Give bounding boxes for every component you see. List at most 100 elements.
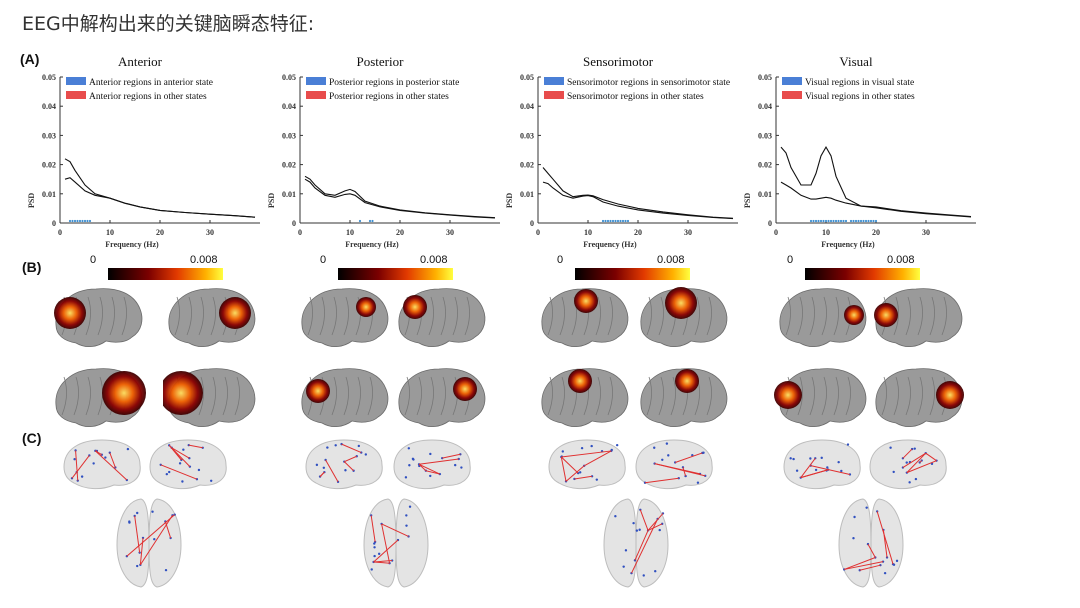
- brain-map: [168, 288, 256, 347]
- activation-region: [844, 305, 864, 325]
- network-node: [326, 446, 329, 449]
- network-edge: [325, 459, 339, 483]
- network-node: [151, 510, 154, 513]
- x-tick-label: 30: [684, 228, 692, 237]
- colorbar-min-label: 0: [557, 254, 564, 266]
- network-node: [654, 570, 657, 573]
- network-node: [840, 469, 843, 473]
- brain-sulcus: [222, 376, 228, 416]
- y-tick-label: 0: [768, 219, 772, 228]
- brain-sulcus: [234, 376, 240, 416]
- brain-map: [398, 288, 486, 347]
- network-edge: [373, 561, 390, 564]
- brain-sulcus: [121, 296, 127, 336]
- colorbar-min-label: 0: [787, 254, 794, 266]
- brain-map: [640, 287, 728, 347]
- legend-label: Anterior regions in other states: [89, 92, 207, 102]
- network-edge: [876, 511, 894, 565]
- psd-chart-sensorimotor: Sensorimotor 0 0.01 0.02 0.03 0.04 0.05 0 10 20 30…: [505, 54, 738, 249]
- y-tick-label: 0: [292, 219, 296, 228]
- network-edge: [902, 448, 913, 459]
- x-axis-label: Frequency (Hz): [105, 240, 159, 249]
- brain-map: [779, 288, 867, 347]
- brain-sulcus: [319, 296, 325, 336]
- significance-marker: [862, 219, 865, 223]
- legend-label: Visual regions in other states: [805, 92, 915, 102]
- network-node: [92, 462, 95, 465]
- activation-region: [574, 289, 598, 313]
- network-node: [429, 452, 432, 456]
- y-tick-label: 0.01: [758, 190, 772, 199]
- brain-sulcus: [694, 296, 700, 336]
- network-node: [789, 457, 792, 460]
- y-tick-label: 0.05: [282, 73, 296, 82]
- network-node: [153, 538, 156, 541]
- y-tick-label: 0.02: [282, 161, 296, 170]
- network-node: [138, 551, 141, 554]
- network-node: [136, 564, 139, 568]
- network-edge: [381, 523, 391, 564]
- network-node: [104, 456, 107, 459]
- network-node: [809, 457, 812, 460]
- brain-sulcus: [893, 376, 899, 416]
- significance-marker: [822, 219, 825, 223]
- brain-sulcus: [416, 376, 422, 416]
- network-node: [846, 443, 850, 446]
- x-tick-label: 0: [298, 228, 302, 237]
- network-lateral: [305, 439, 383, 490]
- brain-sulcus: [404, 376, 410, 416]
- network-edge: [344, 455, 357, 463]
- network-lateral: [393, 439, 471, 490]
- significance-marker: [76, 219, 79, 223]
- brain-sulcus: [452, 296, 458, 336]
- brain-sulcus: [85, 296, 91, 336]
- network-node: [615, 443, 619, 447]
- network-edge: [560, 456, 567, 482]
- series-line-2: [64, 177, 256, 218]
- network-edge: [373, 539, 399, 563]
- brain-sulcus: [198, 376, 204, 416]
- y-axis-label: PSD: [505, 193, 514, 208]
- brain-sulcus: [440, 296, 446, 336]
- brain-outline: [305, 439, 383, 490]
- x-tick-label: 30: [206, 228, 214, 237]
- significance-marker: [624, 219, 627, 223]
- y-tick-label: 0.05: [758, 73, 772, 82]
- significance-marker: [827, 219, 830, 223]
- significance-marker: [604, 219, 607, 223]
- brain-map: [55, 368, 146, 427]
- network-node: [638, 528, 641, 531]
- network-node: [334, 444, 337, 447]
- significance-marker: [606, 219, 610, 223]
- network-node: [373, 542, 376, 545]
- brain-sulcus: [73, 376, 79, 416]
- significance-marker: [614, 219, 617, 223]
- y-axis-label: PSD: [27, 193, 36, 208]
- network-edge: [134, 515, 141, 553]
- network-node: [457, 457, 460, 461]
- network-lateral: [635, 439, 713, 490]
- network-node: [667, 454, 670, 457]
- activation-region: [936, 381, 964, 409]
- colorbar-min-label: 0: [320, 254, 327, 266]
- network-node: [405, 524, 408, 527]
- network-node: [837, 460, 840, 464]
- network-edge: [844, 561, 884, 570]
- x-tick-label: 30: [922, 228, 930, 237]
- brain-map: [301, 288, 389, 347]
- x-tick-label: 30: [446, 228, 454, 237]
- significance-marker: [874, 219, 878, 223]
- significance-marker: [86, 219, 89, 223]
- brain-surface: [301, 288, 389, 347]
- legend-swatch: [306, 91, 326, 99]
- significance-marker: [71, 219, 74, 223]
- activation-region: [453, 377, 477, 401]
- x-tick-label: 0: [536, 228, 540, 237]
- brain-sulcus: [547, 376, 553, 416]
- network-lateral: [783, 439, 861, 490]
- network-node: [792, 457, 795, 461]
- network-edge: [370, 515, 376, 542]
- brain-sulcus: [428, 376, 434, 416]
- activation-region: [306, 379, 330, 403]
- network-edge: [906, 460, 937, 474]
